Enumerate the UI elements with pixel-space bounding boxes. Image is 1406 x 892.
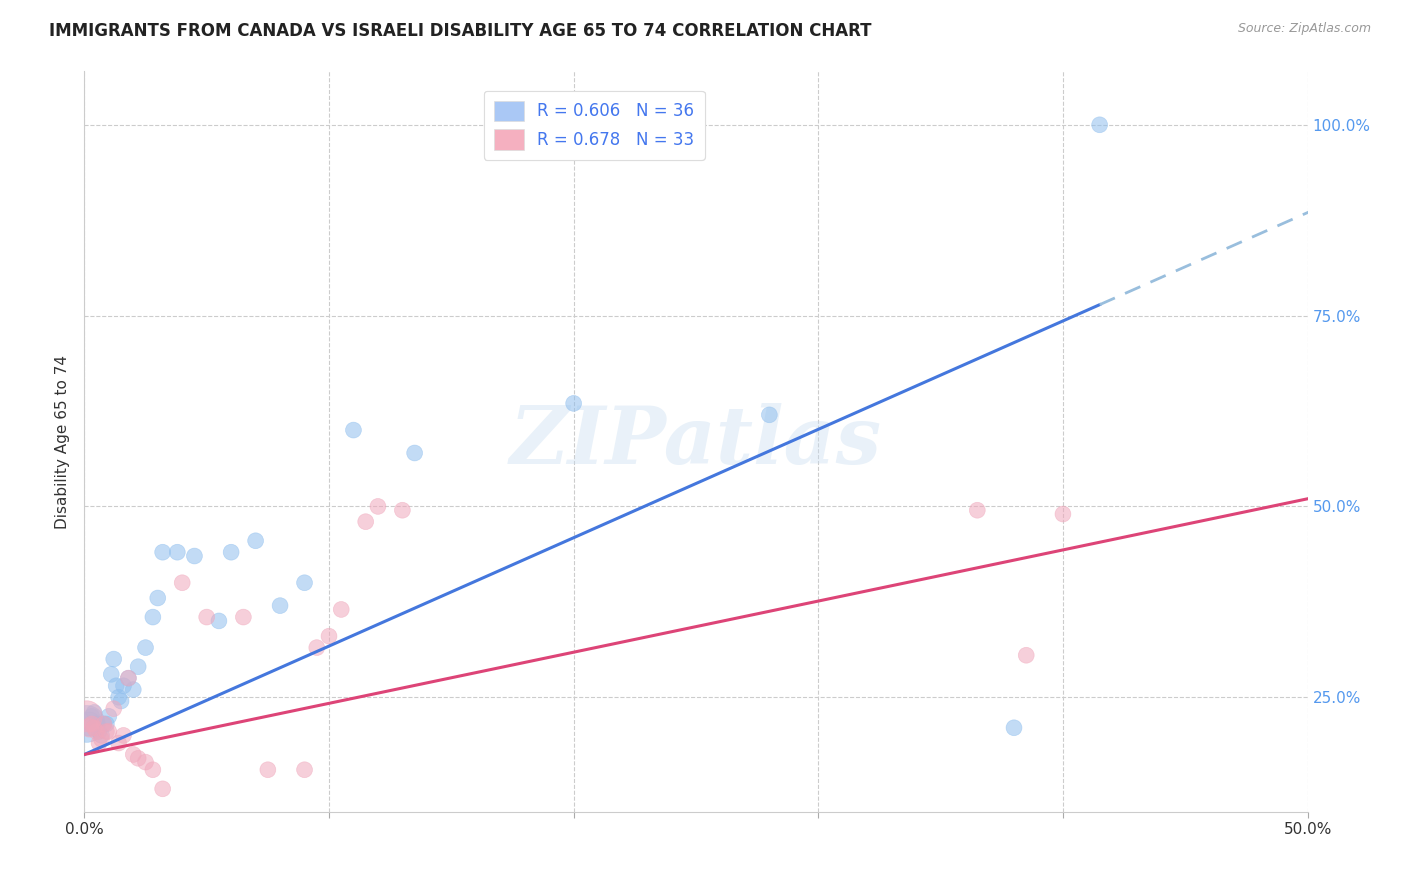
Point — [354, 515, 377, 529]
Point — [107, 736, 129, 750]
Point — [83, 721, 105, 735]
Point — [166, 545, 188, 559]
Point — [1002, 721, 1025, 735]
Point — [97, 724, 120, 739]
Point — [367, 500, 389, 514]
Point — [294, 575, 316, 590]
Point — [1015, 648, 1038, 663]
Point — [172, 575, 194, 590]
Point — [1088, 118, 1111, 132]
Point — [90, 732, 112, 747]
Point — [103, 652, 125, 666]
Point — [135, 755, 157, 769]
Point — [208, 614, 231, 628]
Point — [135, 640, 157, 655]
Point — [318, 629, 340, 643]
Text: ZIPatlas: ZIPatlas — [510, 403, 882, 480]
Point — [152, 545, 174, 559]
Point — [219, 545, 242, 559]
Point — [90, 728, 112, 742]
Point — [86, 717, 108, 731]
Point — [117, 671, 139, 685]
Point — [77, 721, 100, 735]
Point — [97, 709, 120, 723]
Point — [100, 667, 122, 681]
Point — [245, 533, 267, 548]
Point — [87, 736, 110, 750]
Point — [117, 671, 139, 685]
Point — [391, 503, 413, 517]
Point — [152, 781, 174, 796]
Point — [1052, 507, 1074, 521]
Point — [122, 682, 145, 697]
Point — [146, 591, 169, 605]
Text: IMMIGRANTS FROM CANADA VS ISRAELI DISABILITY AGE 65 TO 74 CORRELATION CHART: IMMIGRANTS FROM CANADA VS ISRAELI DISABI… — [49, 22, 872, 40]
Point — [122, 747, 145, 762]
Point — [80, 717, 103, 731]
Point — [330, 602, 353, 616]
Point — [107, 690, 129, 705]
Point — [87, 724, 110, 739]
Point — [183, 549, 205, 563]
Point — [93, 717, 115, 731]
Y-axis label: Disability Age 65 to 74: Disability Age 65 to 74 — [55, 354, 70, 529]
Point — [110, 694, 132, 708]
Point — [195, 610, 218, 624]
Point — [966, 503, 988, 517]
Point — [105, 679, 128, 693]
Legend: R = 0.606   N = 36, R = 0.678   N = 33: R = 0.606 N = 36, R = 0.678 N = 33 — [484, 91, 704, 160]
Point — [112, 728, 135, 742]
Point — [269, 599, 291, 613]
Point — [93, 717, 115, 731]
Point — [142, 610, 165, 624]
Point — [112, 679, 135, 693]
Point — [294, 763, 316, 777]
Point — [305, 640, 328, 655]
Point — [142, 763, 165, 777]
Point — [103, 701, 125, 715]
Point — [232, 610, 254, 624]
Point — [80, 709, 103, 723]
Point — [404, 446, 426, 460]
Point — [77, 717, 100, 731]
Point — [127, 751, 149, 765]
Text: Source: ZipAtlas.com: Source: ZipAtlas.com — [1237, 22, 1371, 36]
Point — [96, 724, 118, 739]
Point — [257, 763, 280, 777]
Point — [127, 659, 149, 673]
Point — [83, 706, 105, 720]
Point — [86, 724, 108, 739]
Point — [76, 717, 98, 731]
Point — [758, 408, 780, 422]
Point — [96, 717, 118, 731]
Point — [562, 396, 585, 410]
Point — [342, 423, 364, 437]
Point — [76, 709, 98, 723]
